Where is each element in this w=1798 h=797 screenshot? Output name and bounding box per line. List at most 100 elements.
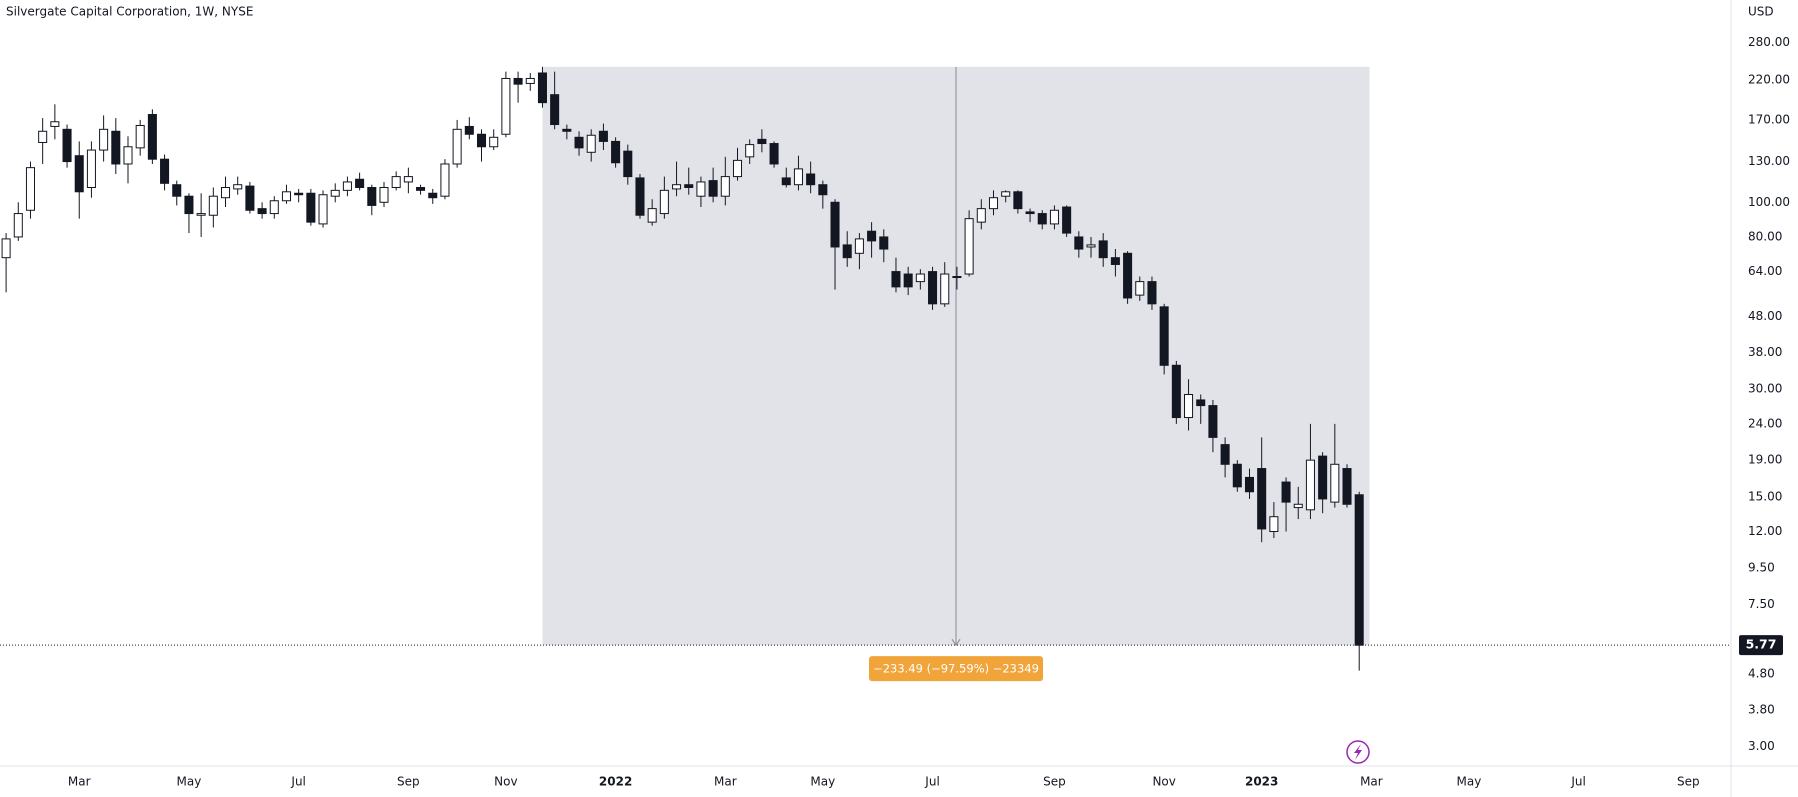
candle-body — [1159, 306, 1169, 366]
candle-body — [452, 128, 462, 165]
candle-body — [160, 158, 170, 184]
y-tick-label: 3.80 — [1748, 703, 1775, 717]
y-tick-label: 64.00 — [1748, 264, 1782, 278]
candle-body — [696, 181, 706, 197]
candle-body — [1330, 463, 1340, 503]
candle-body — [99, 128, 109, 151]
candle-body — [732, 159, 743, 178]
candle-body — [525, 77, 535, 84]
y-tick-label: 280.00 — [1748, 35, 1790, 49]
candle-body — [367, 186, 377, 206]
candle-body — [342, 181, 352, 191]
y-tick-label: 12.00 — [1748, 524, 1782, 538]
last-price-box — [1739, 635, 1783, 656]
candle-body — [1342, 468, 1352, 505]
y-tick-label: 24.00 — [1748, 416, 1782, 430]
x-tick-label: May — [1457, 775, 1482, 789]
candle-body — [915, 273, 925, 283]
candle-body — [74, 155, 84, 193]
y-tick-label: 30.00 — [1748, 382, 1782, 396]
candle-body — [1001, 191, 1011, 197]
y-tick-label: 38.00 — [1748, 345, 1782, 359]
candle-layer — [1, 66, 1364, 671]
y-tick-label: 19.00 — [1748, 453, 1782, 467]
candle-body — [928, 271, 938, 305]
measure-label: −233.49 (−97.59%) −23349 — [873, 662, 1039, 676]
candle-body — [403, 176, 413, 183]
chart-title: Silvergate Capital Corporation, 1W, NYSE — [6, 5, 253, 19]
candle-body — [38, 130, 48, 143]
x-tick-label: Sep — [1677, 775, 1700, 789]
candle-body — [830, 201, 840, 248]
alert-icon-bolt[interactable] — [1354, 744, 1362, 760]
candle-body — [672, 184, 682, 190]
candle-body — [208, 195, 218, 216]
candle-body — [1184, 393, 1194, 419]
candle-body — [184, 195, 194, 215]
candle-body — [720, 176, 730, 197]
candle-body — [269, 200, 279, 215]
candle-body — [318, 194, 328, 225]
candle-body — [867, 230, 877, 242]
x-tick-label: Jul — [924, 775, 939, 789]
candle-body — [1098, 240, 1108, 259]
candle-body — [1196, 399, 1206, 407]
candle-body — [513, 77, 523, 85]
candle-body — [745, 144, 755, 158]
candle-body — [1147, 281, 1157, 305]
candle-body — [537, 72, 547, 104]
candle-body — [13, 213, 23, 238]
candle-body — [1, 238, 11, 259]
candle-body — [1257, 468, 1267, 530]
candle-body — [891, 271, 901, 288]
x-tick-label: Mar — [714, 775, 737, 789]
candle-body — [623, 150, 633, 178]
candle-body — [550, 94, 560, 126]
alert-icon[interactable] — [1346, 740, 1370, 764]
candle-body — [281, 191, 291, 202]
candle-body — [611, 140, 621, 164]
x-tick-label: May — [177, 775, 202, 789]
x-tick-label: Jul — [290, 775, 305, 789]
candle-body — [1110, 257, 1120, 265]
candle-body — [62, 128, 72, 163]
x-tick-label: 2023 — [1245, 775, 1278, 789]
candle-body — [1171, 364, 1181, 419]
candle-body — [1232, 463, 1242, 488]
y-tick-label: 15.00 — [1748, 489, 1782, 503]
measure-arrow-head — [951, 638, 961, 647]
candle-body — [330, 189, 340, 197]
candle-body — [793, 168, 803, 186]
candle-body — [416, 186, 426, 191]
candle-body — [964, 218, 974, 275]
candle-body — [562, 128, 572, 132]
candle-body — [428, 192, 438, 199]
candle-body — [147, 114, 157, 160]
y-tick-label: 3.00 — [1748, 739, 1775, 753]
candle-body — [306, 192, 316, 223]
candle-body — [391, 176, 401, 188]
x-tick-label: Mar — [68, 775, 91, 789]
y-tick-label: 48.00 — [1748, 309, 1782, 323]
candle-body — [684, 184, 694, 188]
measure-label-box — [869, 656, 1044, 682]
candle-body — [708, 180, 718, 197]
y-tick-label: 100.00 — [1748, 195, 1790, 209]
candle-body — [1013, 191, 1023, 210]
candle-body — [976, 208, 986, 223]
candle-body — [86, 149, 96, 188]
candle-body — [1062, 206, 1072, 234]
candle-body — [1318, 455, 1328, 500]
candle-body — [355, 178, 365, 188]
candle-body — [1086, 244, 1096, 248]
y-tick-label: 220.00 — [1748, 72, 1790, 86]
candle-body — [220, 186, 231, 199]
candle-body — [574, 136, 584, 149]
x-tick-label: Jul — [1570, 775, 1585, 789]
x-tick-label: Sep — [1043, 775, 1066, 789]
candle-body — [1208, 405, 1218, 438]
candle-body — [818, 184, 828, 196]
candle-body — [1220, 444, 1230, 465]
